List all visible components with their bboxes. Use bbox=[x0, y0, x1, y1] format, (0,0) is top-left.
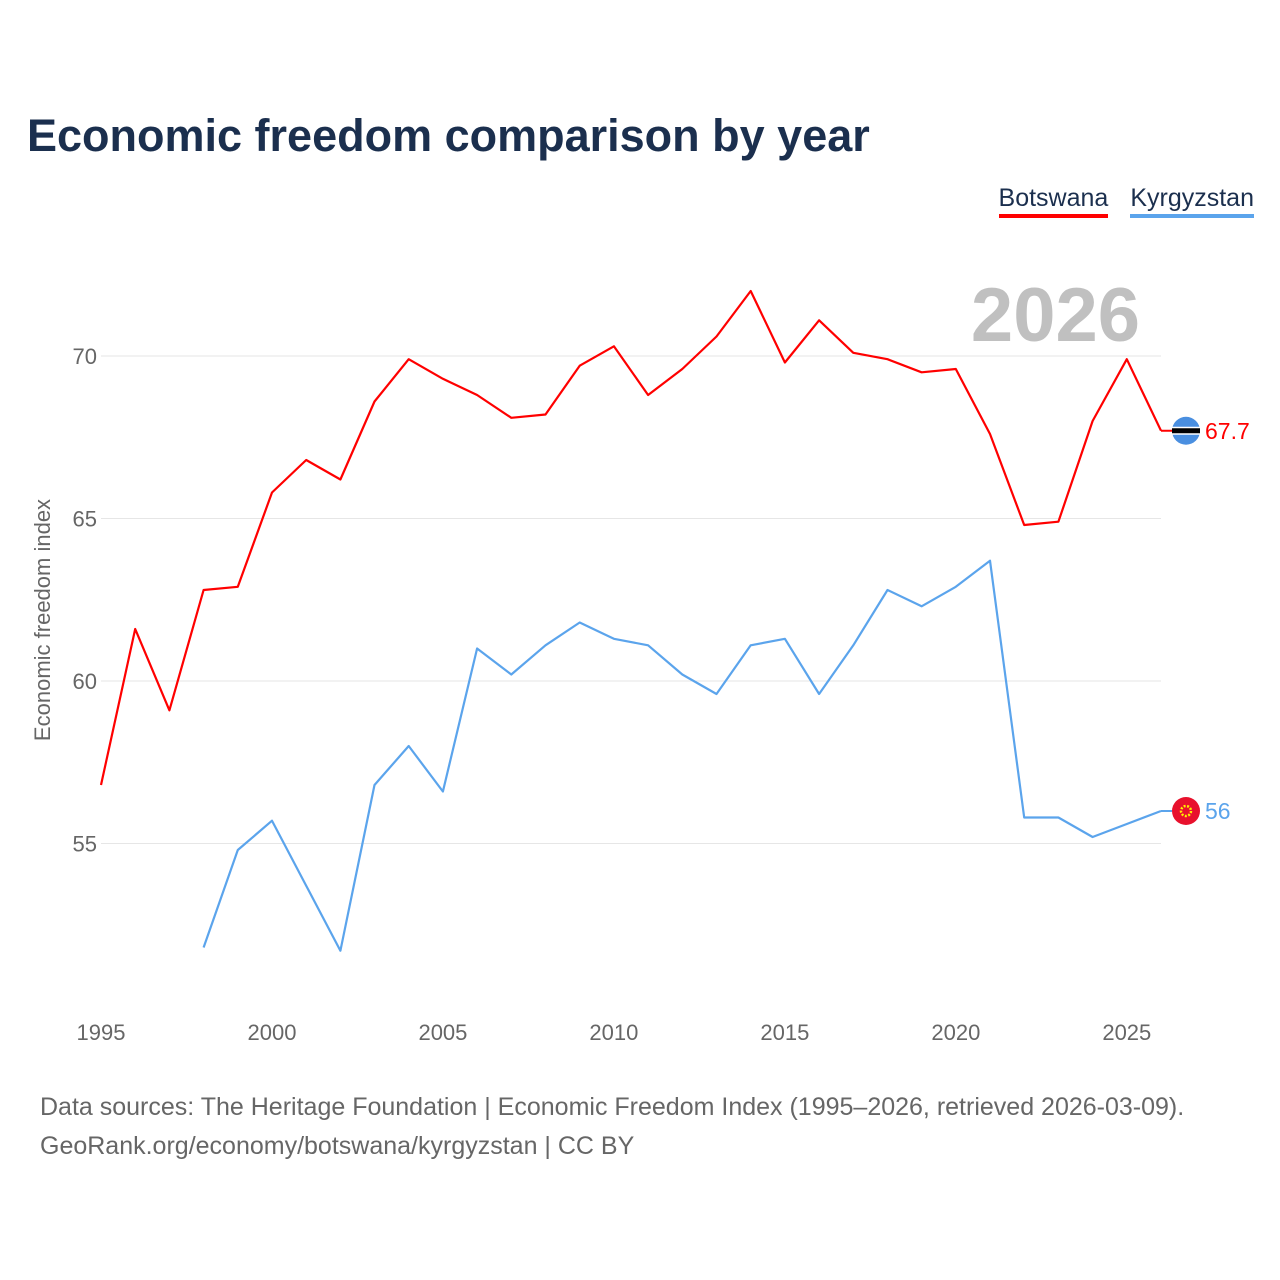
kyrgyzstan-flag-icon bbox=[1172, 797, 1200, 825]
source-line-1: Data sources: The Heritage Foundation | … bbox=[40, 1093, 1185, 1121]
flag-stripe-black bbox=[1172, 428, 1200, 434]
end-value-label: 67.7 bbox=[1205, 418, 1250, 444]
legend-item-botswana[interactable]: Botswana bbox=[998, 184, 1109, 218]
y-tick-label: 55 bbox=[73, 832, 97, 857]
legend: Botswana Kyrgyzstan bbox=[998, 184, 1254, 218]
x-tick-label: 2015 bbox=[760, 1020, 809, 1045]
source-line-2[interactable]: GeoRank.org/economy/botswana/kyrgyzstan … bbox=[40, 1132, 635, 1160]
y-tick-label: 60 bbox=[73, 669, 97, 694]
x-tick-label: 2025 bbox=[1102, 1020, 1151, 1045]
y-axis-label: Economic freedom index bbox=[30, 499, 55, 741]
legend-item-kyrgyzstan[interactable]: Kyrgyzstan bbox=[1130, 184, 1254, 218]
series-line-kyrgyzstan bbox=[202, 559, 1162, 952]
x-tick-label: 2010 bbox=[589, 1020, 638, 1045]
series-line-botswana bbox=[99, 289, 1162, 786]
x-tick-label: 2000 bbox=[247, 1020, 296, 1045]
year-watermark: 2026 bbox=[971, 273, 1140, 358]
x-tick-label: 1995 bbox=[77, 1020, 126, 1045]
chart-title: Economic freedom comparison by year bbox=[27, 110, 870, 161]
flag-sun bbox=[1179, 804, 1193, 818]
source-note: Data sources: The Heritage Foundation | … bbox=[40, 1088, 1184, 1166]
y-tick-label: 70 bbox=[73, 344, 97, 369]
y-tick-label: 65 bbox=[73, 507, 97, 532]
end-value-label: 56 bbox=[1205, 798, 1231, 824]
x-tick-label: 2005 bbox=[418, 1020, 467, 1045]
x-tick-label: 2020 bbox=[931, 1020, 980, 1045]
